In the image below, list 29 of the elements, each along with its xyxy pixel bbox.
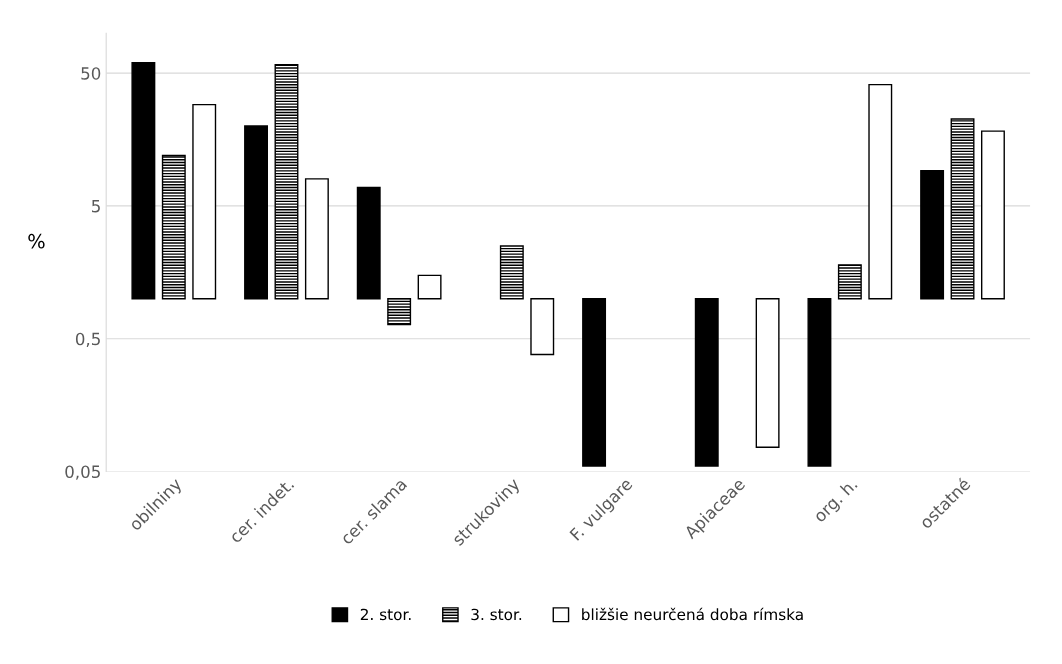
legend-label: 3. stor. [471,608,522,621]
bar [304,178,329,300]
bar [356,186,381,300]
legend-label: 2. stor. [360,608,411,621]
bar [980,130,1005,300]
bar [387,298,412,326]
y-tick-label: 0,05 [65,465,100,480]
y-tick-label: 50 [81,67,101,80]
bar [837,264,862,300]
bar [417,274,442,300]
bar [868,83,893,300]
bar [499,245,524,300]
bar [530,298,555,356]
bar [161,154,186,300]
y-tick-label: 0,5 [75,332,100,347]
legend-label: bližšie neurčená doba rímska [582,607,803,621]
bar [192,103,217,300]
bar [131,61,156,300]
bar [274,63,299,300]
bar [694,298,719,467]
y-axis-title: % [28,233,45,249]
bar [807,298,832,467]
bar [582,298,607,467]
bar [920,170,945,300]
bar [755,298,780,448]
bar [950,118,975,300]
bar [244,125,269,300]
x-tick-label: org. h. [812,477,860,526]
y-tick-label: 5 [92,200,100,213]
